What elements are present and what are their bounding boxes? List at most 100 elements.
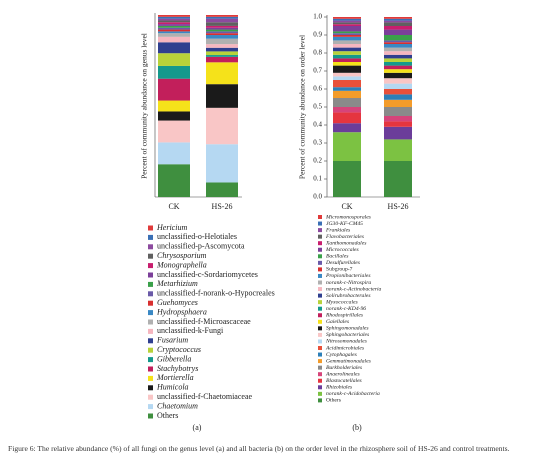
bar-segment: [206, 33, 238, 36]
bar-segment: [384, 44, 412, 48]
legend-label: Mortierella: [156, 373, 194, 382]
bar-segment: [384, 116, 412, 122]
bar-segment: [384, 161, 412, 197]
legend-label: Stachybotrys: [157, 364, 198, 373]
legend-swatch: [148, 375, 153, 381]
legend-label: Humicola: [156, 383, 189, 392]
bar-segment: [333, 107, 361, 113]
legend-swatch: [148, 225, 153, 231]
bar-segment: [206, 84, 238, 108]
legend-label: Bacillales: [326, 254, 348, 260]
legend-label: norank-c-KD4-96: [326, 306, 366, 312]
legend-swatch: [318, 300, 322, 305]
bar-segment: [206, 29, 238, 32]
bar-segment: [206, 144, 238, 183]
bar-segment: [206, 56, 238, 63]
bar-segment: [206, 25, 238, 28]
bar-segment: [158, 36, 190, 43]
legend-swatch: [318, 234, 322, 239]
legend-label: Rhodospirillales: [325, 313, 363, 319]
legend-label: Desulfurellales: [325, 259, 360, 266]
bar-segment: [333, 36, 361, 41]
legend-swatch: [148, 263, 153, 269]
bar-segment: [158, 65, 190, 79]
legend-swatch: [318, 346, 322, 350]
legend-label: Others: [157, 411, 178, 420]
bar-segment: [158, 29, 190, 32]
legend-swatch: [148, 319, 153, 325]
bar-segment: [158, 42, 190, 54]
legend-label: Others: [326, 398, 341, 404]
y-axis-label: Percent of community abundance on order …: [298, 35, 307, 179]
bar-segment: [384, 89, 412, 95]
y-tick-label: 0.7: [313, 67, 322, 75]
bar-segment: [158, 31, 190, 34]
bar-segment: [333, 72, 361, 77]
bar-segment: [384, 35, 412, 41]
bar-segment: [333, 132, 361, 161]
legend-label: unclassified-f-Chaetomiaceae: [157, 392, 253, 401]
bar-segment: [333, 87, 361, 91]
legend-swatch: [148, 404, 153, 410]
bar-segment: [206, 62, 238, 85]
bar-segment: [384, 99, 412, 107]
legend-label: Fusarium: [156, 336, 188, 345]
bar-segment: [333, 98, 361, 107]
bar-segment: [158, 22, 190, 25]
legend-swatch: [318, 332, 322, 337]
bar-segment: [333, 161, 361, 197]
legend-label: unclassified-c-Sordariomycetes: [157, 270, 258, 279]
bar-segment: [384, 54, 412, 59]
legend-swatch: [318, 267, 322, 272]
y-tick-label: 0.8: [313, 49, 322, 57]
x-tick-label: HS-26: [212, 202, 233, 211]
x-tick-label: CK: [168, 202, 179, 211]
legend-swatch: [318, 326, 322, 331]
legend-swatch: [318, 378, 322, 383]
bar-segment: [158, 142, 190, 165]
bar-segment: [333, 54, 361, 59]
legend-swatch: [318, 365, 322, 370]
bar-segment: [333, 33, 361, 35]
bar-segment: [206, 51, 238, 56]
panel-label: (a): [193, 423, 202, 432]
legend-swatch: [148, 272, 153, 278]
legend-swatch: [148, 366, 153, 372]
bar-segment: [333, 51, 361, 55]
legend-label: Hericium: [156, 223, 187, 232]
y-tick-label: 0.6: [313, 85, 322, 93]
legend-swatch: [148, 413, 153, 419]
legend-swatch: [318, 306, 322, 311]
bar-segment: [333, 58, 361, 62]
bar-segment: [206, 31, 238, 34]
bar-segment: [384, 72, 412, 79]
bar-segment: [158, 16, 190, 19]
bar-segment: [333, 22, 361, 25]
bar-segment: [384, 65, 412, 70]
legend-swatch: [318, 273, 322, 278]
legend-swatch: [318, 280, 322, 285]
bar-segment: [158, 33, 190, 37]
legend-label: Micromonosporales: [325, 214, 371, 220]
legend-swatch: [318, 385, 322, 390]
legend-swatch: [318, 352, 322, 357]
bar-segment: [384, 47, 412, 52]
bar-segment: [384, 18, 412, 21]
legend-label: Acidimicrobiales: [325, 345, 364, 351]
legend-swatch: [148, 253, 153, 259]
bar-segment: [384, 17, 412, 19]
legend-label: Cytophagales: [326, 352, 357, 358]
bar-segment: [333, 80, 361, 88]
x-tick-label: HS-26: [388, 202, 409, 211]
legend-swatch: [148, 385, 153, 391]
legend-swatch: [318, 260, 322, 265]
bar-segment: [384, 20, 412, 23]
legend-label: Micrococcales: [325, 247, 359, 253]
y-tick-label: 0.9: [313, 31, 322, 39]
bar-segment: [206, 107, 238, 145]
bar-segment: [158, 53, 190, 66]
bar-segment: [384, 40, 412, 43]
legend-label: Guehomyces: [157, 298, 198, 307]
legend-label: unclassified-f-norank-o-Hypocreales: [157, 289, 275, 298]
legend-swatch: [318, 287, 322, 292]
